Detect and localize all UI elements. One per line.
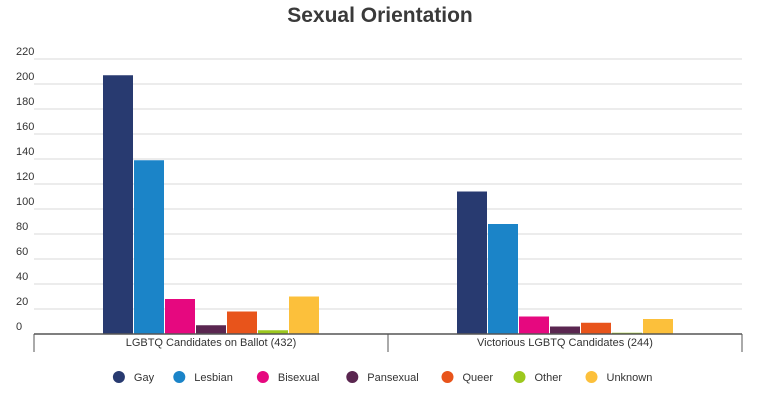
legend-marker	[112, 371, 125, 383]
legend[interactable]: Gay Lesbian Bisexual Pansexual Queer Other Unk…	[112, 371, 653, 384]
chart-title: Sexual Orientation	[287, 4, 473, 27]
legend-label: Unknown	[607, 372, 653, 384]
bar-other[interactable]	[258, 330, 288, 334]
bar-queer[interactable]	[581, 322, 611, 334]
legend-item-bisexual[interactable]: Bisexual	[256, 371, 320, 384]
legend-marker	[256, 371, 269, 383]
y-tick-label: 40	[16, 271, 28, 283]
legend-label: Other	[535, 372, 563, 384]
y-tick-label: 0	[16, 321, 22, 333]
bar-pansexual[interactable]	[550, 326, 580, 335]
legend-item-other[interactable]: Other	[513, 371, 563, 384]
y-tick-label: 140	[16, 146, 34, 158]
category-label: Victorious LGBTQ Candidates (244)	[477, 337, 653, 349]
bar-lesbian[interactable]	[488, 224, 518, 334]
bars	[103, 75, 673, 334]
bar-lesbian[interactable]	[134, 160, 164, 334]
y-tick-label: 180	[16, 96, 34, 108]
y-tick-label: 80	[16, 221, 28, 233]
category-label: LGBTQ Candidates on Ballot (432)	[126, 337, 297, 349]
bar-queer[interactable]	[227, 311, 257, 335]
legend-item-pansexual[interactable]: Pansexual	[346, 371, 419, 384]
legend-marker	[346, 371, 359, 383]
legend-label: Pansexual	[367, 372, 418, 384]
bar-gay[interactable]	[457, 191, 487, 335]
legend-label: Lesbian	[194, 372, 233, 384]
legend-label: Gay	[134, 372, 155, 384]
y-tick-label: 160	[16, 121, 34, 133]
bar-gay[interactable]	[103, 75, 133, 334]
y-tick-label: 200	[16, 71, 34, 83]
category-labels: LGBTQ Candidates on Ballot (432) Victorio…	[126, 337, 653, 349]
bar-bisexual[interactable]	[519, 316, 549, 335]
bar-pansexual[interactable]	[196, 325, 226, 334]
y-axis-ticks: 0 20 40 60 80 100 120 140 160 180 200 220	[16, 46, 34, 333]
legend-item-unknown[interactable]: Unknown	[585, 371, 653, 384]
bar-unknown[interactable]	[643, 319, 673, 334]
y-tick-label: 20	[16, 296, 28, 308]
x-axis	[33, 333, 743, 352]
y-tick-label: 120	[16, 171, 34, 183]
legend-item-lesbian[interactable]: Lesbian	[173, 371, 233, 384]
y-tick-label: 60	[16, 246, 28, 258]
bar-unknown[interactable]	[289, 296, 319, 335]
legend-marker	[441, 371, 454, 383]
legend-marker	[513, 371, 526, 383]
legend-item-gay[interactable]: Gay	[112, 371, 155, 384]
y-tick-label: 100	[16, 196, 34, 208]
bar-bisexual[interactable]	[165, 299, 195, 334]
legend-marker	[585, 371, 598, 383]
legend-marker	[173, 371, 186, 383]
legend-item-queer[interactable]: Queer	[441, 371, 494, 384]
legend-label: Queer	[463, 372, 494, 384]
legend-label: Bisexual	[278, 372, 320, 384]
y-tick-label: 220	[16, 46, 34, 58]
